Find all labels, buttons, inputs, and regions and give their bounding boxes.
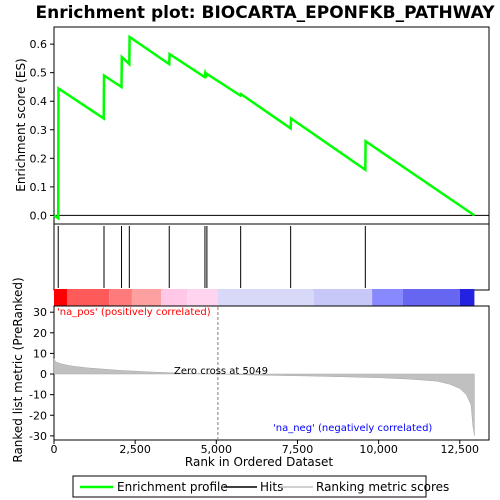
legend-enrichment-label: Enrichment profile xyxy=(117,480,228,494)
legend-metric-label: Ranking metric scores xyxy=(316,480,449,494)
zero-cross-label: Zero cross at 5049 xyxy=(174,366,268,377)
metric-x-tick-label: 10,000 xyxy=(359,443,398,456)
hit-lines xyxy=(57,226,366,288)
metric-x-tick-label: 12,500 xyxy=(441,443,480,456)
metric-x-axis: 0 2,500 5,000 7,500 10,000 12,500 xyxy=(51,440,480,456)
metric-y-axis: -30 -20 -10 0 10 20 30 xyxy=(29,306,54,443)
metric-y-tick-label: 10 xyxy=(33,347,47,360)
metric-y-tick-label: 20 xyxy=(33,327,47,340)
es-y-tick-label: 0.4 xyxy=(30,95,48,108)
metric-y-tick-label: -20 xyxy=(29,409,47,422)
es-y-axis: 0.0 0.1 0.2 0.3 0.4 0.5 0.6 xyxy=(30,38,54,222)
es-y-tick-label: 0.5 xyxy=(30,67,48,80)
heatmap-segment xyxy=(313,289,373,306)
heatmap-segment xyxy=(372,289,403,306)
chart-title: Enrichment plot: BIOCARTA_EPONFKB_PATHWA… xyxy=(35,3,495,23)
heatmap-segment xyxy=(459,289,475,306)
es-y-tick-label: 0.3 xyxy=(30,124,48,137)
metric-x-tick-label: 0 xyxy=(51,443,58,456)
heatmap-segment xyxy=(54,289,67,306)
heatmap-segment xyxy=(109,289,132,306)
es-panel-frame xyxy=(53,26,490,225)
es-y-tick-label: 0.6 xyxy=(30,38,48,51)
es-y-tick-label: 0.2 xyxy=(30,152,48,165)
metric-panel: -30 -20 -10 0 10 20 30 0 2,500 5,000 7,500 10,000 1… xyxy=(11,277,490,469)
heatmap-segment xyxy=(131,289,162,306)
metric-y-tick-label: 0 xyxy=(40,368,47,381)
metric-x-axis-title: Rank in Ordered Dataset xyxy=(185,455,333,469)
metric-y-axis-title: Ranked list metric (PreRanked) xyxy=(11,277,25,462)
hits-panel xyxy=(53,223,490,291)
ranking-metric-area xyxy=(53,358,475,436)
legend-hits-label: Hits xyxy=(260,480,283,494)
metric-y-tick-label: 30 xyxy=(33,306,47,319)
es-panel: 0.0 0.1 0.2 0.3 0.4 0.5 0.6 Enrichment score (… xyxy=(14,26,490,225)
metric-y-tick-label: -10 xyxy=(29,389,47,402)
enrichment-profile-line xyxy=(53,34,476,221)
metric-x-tick-label: 5,000 xyxy=(201,443,233,456)
metric-x-tick-label: 2,500 xyxy=(119,443,151,456)
heatmap-segment xyxy=(217,289,314,306)
es-y-tick-label: 0.1 xyxy=(30,181,48,194)
ranking-heatmap-bar xyxy=(54,289,475,306)
pos-correlated-label: 'na_pos' (positively correlated) xyxy=(57,307,211,318)
heatmap-segment xyxy=(187,289,218,306)
metric-y-tick-label: -30 xyxy=(29,430,47,443)
metric-x-tick-label: 7,500 xyxy=(282,443,314,456)
heatmap-segment xyxy=(66,289,110,306)
heatmap-segment xyxy=(402,289,460,306)
es-y-tick-label: 0.0 xyxy=(30,209,48,222)
hits-panel-frame xyxy=(53,223,490,291)
legend: Enrichment profile Hits Ranking metric s… xyxy=(72,475,449,498)
neg-correlated-label: 'na_neg' (negatively correlated) xyxy=(273,423,432,434)
es-y-axis-title: Enrichment score (ES) xyxy=(14,58,28,191)
heatmap-segment xyxy=(161,289,188,306)
